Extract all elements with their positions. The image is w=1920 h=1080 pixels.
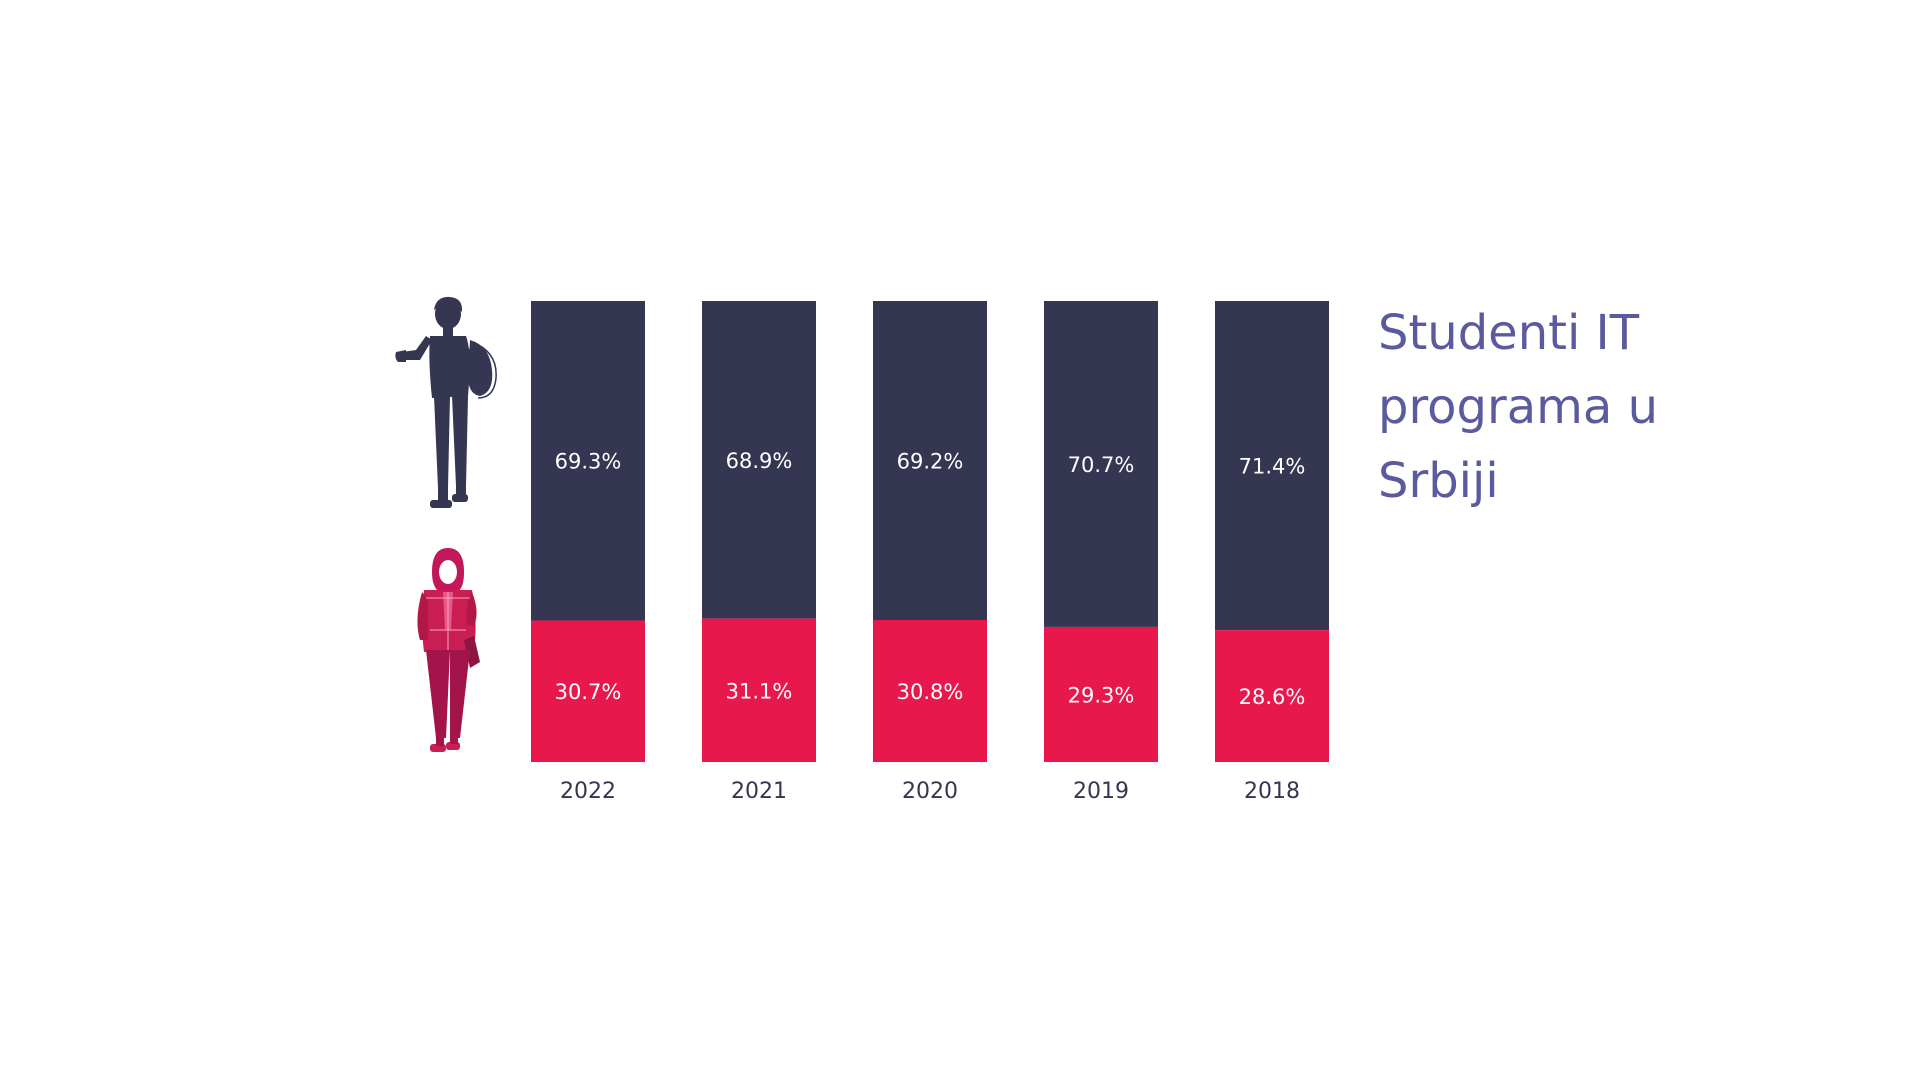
bar-label-top-2021: 68.9% [726, 449, 793, 473]
bar-label-bottom-2019: 29.3% [1068, 683, 1135, 707]
female-student-icon [417, 548, 480, 752]
x-tick-label-2018: 2018 [1244, 779, 1300, 804]
bar-segment-top-2022 [531, 301, 645, 621]
bar-segment-bottom-2021 [702, 618, 816, 762]
chart-title: Studenti IT programa u Srbiji [1378, 305, 1658, 509]
bar-segment-bottom-2018 [1215, 630, 1329, 762]
female-outline-icon [426, 592, 470, 650]
bar-segment-bottom-2022 [531, 620, 645, 762]
x-tick-label-2021: 2021 [731, 779, 787, 804]
bar-labels-group: 69.3% 30.7% 68.9% 31.1% 69.2% 30.8% 70.7% 29.3%… [555, 449, 1306, 709]
x-tick-label-2022: 2022 [560, 779, 616, 804]
bar-label-top-2020: 69.2% [897, 450, 964, 474]
bar-segment-bottom-2020 [873, 620, 987, 762]
bar-segment-top-2020 [873, 301, 987, 621]
x-tick-label-2020: 2020 [902, 779, 958, 804]
bar-label-top-2019: 70.7% [1068, 453, 1135, 477]
bar-label-bottom-2021: 31.1% [726, 679, 793, 703]
bar-segment-top-2021 [702, 301, 816, 619]
bar-segment-top-2018 [1215, 301, 1329, 631]
bars-group [531, 301, 1329, 762]
bar-label-top-2018: 71.4% [1239, 455, 1306, 479]
bar-segment-top-2019 [1044, 301, 1158, 627]
male-student-icon [395, 296, 493, 508]
bar-segment-bottom-2019 [1044, 626, 1158, 762]
bar-label-bottom-2018: 28.6% [1239, 685, 1306, 709]
bar-label-bottom-2020: 30.8% [897, 680, 964, 704]
x-tick-label-2019: 2019 [1073, 779, 1129, 804]
bar-label-top-2022: 69.3% [555, 450, 622, 474]
bar-label-bottom-2022: 30.7% [555, 680, 622, 704]
x-tick-labels: 2022 2021 2020 2019 2018 [560, 779, 1300, 804]
backpack-strap-icon [471, 341, 497, 399]
